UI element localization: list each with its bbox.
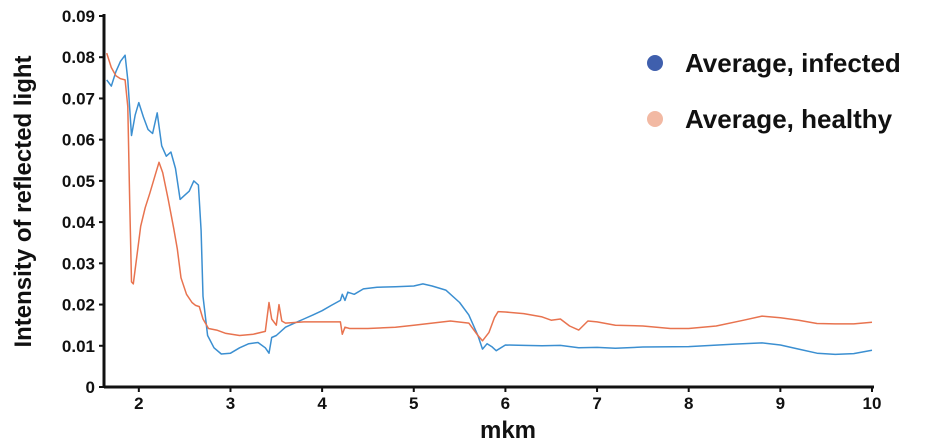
y-tick-label: 0 [86, 378, 95, 397]
x-tick-label: 5 [409, 394, 418, 413]
y-axis-title: Intensity of reflected light [10, 55, 37, 347]
x-tick-label: 8 [684, 394, 693, 413]
legend-marker [647, 55, 663, 71]
y-tick-label: 0.03 [62, 254, 95, 273]
series-line-infected [106, 54, 873, 356]
y-tick-label: 0.09 [62, 7, 95, 26]
legend-label: Average, healthy [685, 104, 893, 134]
legend-marker [647, 111, 663, 127]
x-tick-label: 6 [501, 394, 510, 413]
x-tick-label: 3 [226, 394, 235, 413]
plot-lines [105, 52, 873, 356]
x-tick-label: 2 [134, 394, 143, 413]
y-tick-label: 0.07 [62, 89, 95, 108]
y-tick-label: 0.02 [62, 296, 95, 315]
x-axis-ticks: 2 3 4 5 6 7 8 9 10 [134, 387, 881, 413]
series-line-healthy [105, 52, 873, 342]
x-tick-label: 4 [317, 394, 327, 413]
y-tick-label: 0.04 [62, 213, 96, 232]
x-tick-label: 7 [592, 394, 601, 413]
y-tick-label: 0.08 [62, 48, 95, 67]
x-tick-label: 10 [863, 394, 882, 413]
y-tick-label: 0.01 [62, 337, 95, 356]
y-tick-label: 0.06 [62, 131, 95, 150]
legend: Average, infected Average, healthy [647, 48, 901, 134]
x-axis-title: mkm [480, 417, 536, 444]
y-axis-ticks: 0 0.01 0.02 0.03 0.04 0.05 0.06 0.07 0.08 0.09 [62, 7, 104, 397]
y-tick-label: 0.05 [62, 172, 95, 191]
x-tick-label: 9 [776, 394, 785, 413]
legend-label: Average, infected [685, 48, 901, 78]
